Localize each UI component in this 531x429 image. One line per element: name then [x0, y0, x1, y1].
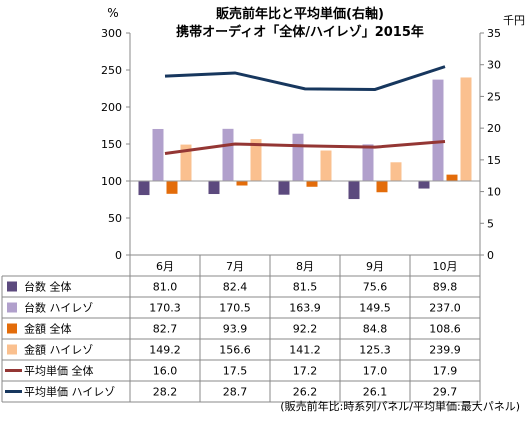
legend-label: 平均単価 ハイレゾ: [24, 385, 115, 399]
legend-swatch-3: [7, 344, 17, 355]
x-tick-label: 9月: [366, 260, 384, 273]
bar-2-1: [236, 181, 248, 186]
data-label: 237.0: [429, 302, 461, 315]
data-label: 75.6: [363, 281, 388, 294]
y-right-tick-label: 5: [487, 217, 494, 230]
y-left-tick-label: 100: [101, 175, 122, 188]
legend-label: 平均単価 全体: [24, 364, 94, 378]
data-label: 26.1: [363, 386, 388, 399]
line-series-1: [164, 65, 446, 91]
bar-1-1: [222, 128, 234, 181]
y-left-tick-label: 250: [101, 64, 122, 77]
data-label: 149.5: [359, 302, 391, 315]
data-label: 82.4: [223, 281, 248, 294]
bar-2-2: [306, 181, 318, 187]
legend-label: 台数 全体: [24, 280, 72, 294]
chart-subtitle: 携帯オーディオ「全体/ハイレゾ」2015年: [176, 24, 424, 40]
x-tick-label: 7月: [226, 260, 244, 273]
bar-3-2: [320, 150, 332, 181]
data-label: 170.5: [219, 302, 251, 315]
data-label: 82.7: [153, 323, 178, 336]
legend-swatch-1: [7, 302, 17, 313]
legend-swatch-0: [7, 281, 17, 292]
bar-2-4: [446, 174, 458, 181]
data-label: 84.8: [363, 323, 388, 336]
data-label: 92.2: [293, 323, 318, 336]
bar-0-4: [418, 181, 430, 189]
line-series-0: [164, 139, 446, 156]
legend-label: 金額 全体: [24, 322, 72, 336]
bar-3-1: [250, 139, 262, 181]
bar-0-3: [348, 181, 360, 200]
bar-0-2: [278, 181, 290, 195]
legend-swatch-2: [7, 323, 17, 334]
data-label: 17.2: [293, 365, 318, 378]
y-left-tick-label: 50: [108, 212, 122, 225]
data-label: 17.5: [223, 365, 248, 378]
bar-0-1: [208, 181, 220, 195]
data-label: 149.2: [149, 344, 181, 357]
data-label: 26.2: [293, 386, 318, 399]
bar-0-0: [138, 181, 150, 196]
y-right-tick-label: 15: [487, 154, 501, 167]
data-label: 239.9: [429, 344, 461, 357]
legend-label: 金額 ハイレゾ: [24, 343, 93, 357]
data-label: 16.0: [153, 365, 178, 378]
bar-2-0: [166, 181, 178, 194]
footnote: (販売前年比:時系列パネル/平均単価:最大パネル): [280, 400, 520, 413]
x-tick-label: 8月: [296, 260, 314, 273]
legend-label: 台数 ハイレゾ: [24, 301, 93, 315]
data-label: 163.9: [289, 302, 321, 315]
y-right-tick-label: 30: [487, 59, 501, 72]
y-left-unit: %: [107, 6, 118, 20]
chart-title: 販売前年比と平均単価(右軸): [216, 6, 384, 22]
y-left-tick-label: 300: [101, 27, 122, 40]
data-label: 17.0: [363, 365, 388, 378]
bar-1-2: [292, 133, 304, 181]
bar-1-0: [152, 128, 164, 181]
y-right-tick-label: 0: [487, 249, 494, 262]
data-label: 81.0: [153, 281, 178, 294]
bar-3-0: [180, 144, 192, 181]
bar-2-3: [376, 181, 388, 193]
data-label: 93.9: [223, 323, 248, 336]
data-label: 81.5: [293, 281, 318, 294]
data-label: 108.6: [429, 323, 461, 336]
data-label: 170.3: [149, 302, 181, 315]
y-right-tick-label: 20: [487, 122, 501, 135]
bar-1-4: [432, 79, 444, 181]
data-label: 89.8: [433, 281, 458, 294]
bar-3-4: [460, 77, 472, 181]
data-label: 125.3: [359, 344, 391, 357]
bar-1-3: [362, 144, 374, 181]
y-right-unit: 千円: [503, 14, 525, 27]
y-left-tick-label: 200: [101, 101, 122, 114]
x-tick-label: 6月: [156, 260, 174, 273]
y-left-tick-label: 0: [115, 249, 122, 262]
data-label: 29.7: [433, 386, 458, 399]
data-label: 17.9: [433, 365, 458, 378]
bar-3-3: [390, 162, 402, 181]
data-label: 141.2: [289, 344, 321, 357]
data-label: 28.7: [223, 386, 248, 399]
y-right-tick-label: 35: [487, 27, 501, 40]
x-tick-label: 10月: [433, 260, 458, 273]
data-label: 28.2: [153, 386, 178, 399]
y-right-tick-label: 10: [487, 186, 501, 199]
y-right-tick-label: 25: [487, 90, 501, 103]
data-label: 156.6: [219, 344, 251, 357]
y-left-tick-label: 150: [101, 138, 122, 151]
